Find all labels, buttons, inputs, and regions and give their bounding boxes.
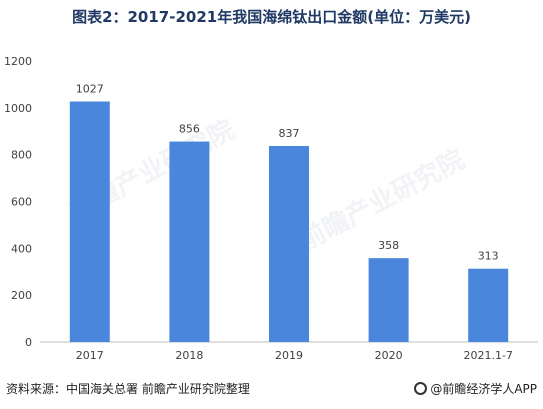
- data-label: 856: [179, 123, 200, 136]
- y-tick-label: 400: [11, 242, 32, 255]
- x-tick-label: 2020: [375, 349, 403, 362]
- data-label: 313: [478, 250, 499, 263]
- y-tick-label: 1200: [4, 55, 32, 68]
- x-tick-label: 2017: [76, 349, 104, 362]
- y-tick-label: 800: [11, 149, 32, 162]
- data-label: 358: [378, 239, 399, 252]
- source-note: 资料来源：中国海关总署 前瞻产业研究院整理: [6, 382, 250, 396]
- x-tick-label: 2018: [175, 349, 203, 362]
- data-label: 1027: [76, 83, 104, 96]
- x-tick-label: 2021.1-7: [463, 349, 512, 362]
- y-tick-label: 200: [11, 289, 32, 302]
- chart-title: 图表2：2017-2021年我国海绵钛出口金额(单位：万美元): [72, 8, 471, 26]
- y-tick-label: 1000: [4, 102, 32, 115]
- bar: [368, 258, 409, 342]
- x-tick-label: 2019: [275, 349, 303, 362]
- y-tick-label: 600: [11, 196, 32, 209]
- data-label: 837: [279, 127, 300, 140]
- brand-text: @前瞻经济学人APP: [430, 382, 537, 396]
- bar-chart: 0 200 400 600 800 1000 1200 1027 2017 856 2018 837 2…: [4, 55, 538, 362]
- bar: [468, 268, 509, 342]
- bar: [169, 141, 210, 342]
- footer: [0, 372, 543, 409]
- brand-logo-icon: [414, 382, 428, 395]
- y-tick-label: 0: [25, 336, 32, 349]
- bar: [69, 101, 110, 342]
- bar: [269, 146, 309, 342]
- brand: @前瞻经济学人APP: [414, 380, 537, 397]
